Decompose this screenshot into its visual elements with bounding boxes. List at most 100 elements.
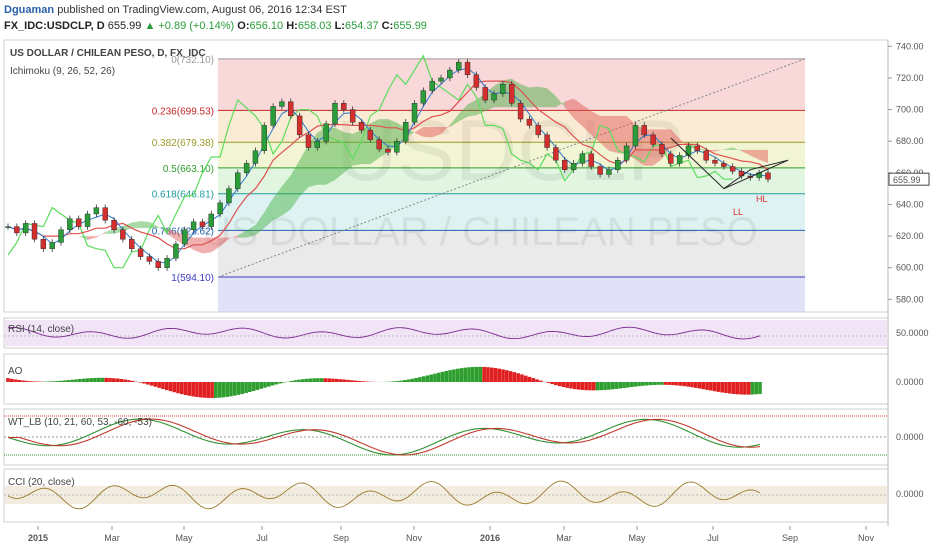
candle-body <box>482 87 488 101</box>
fib-label-2: 0.382(679.38) <box>152 138 214 149</box>
author-link[interactable]: Dguaman <box>4 4 55 16</box>
ao-bar <box>746 382 751 395</box>
candle-body <box>615 159 621 170</box>
candle-body <box>438 77 444 82</box>
ao-label[interactable]: AO <box>8 366 23 377</box>
ichimoku-label[interactable]: Ichimoku (9, 26, 52, 26) <box>10 66 115 77</box>
price-tick-label-3: 680.00 <box>896 136 924 146</box>
ichimoku-cloud-segment <box>449 113 459 127</box>
ao-bar <box>112 378 116 382</box>
ao-bar <box>459 368 464 382</box>
ao-bar <box>724 382 728 394</box>
candle-body <box>411 103 418 123</box>
candle-body <box>288 101 294 117</box>
ao-bar <box>13 379 18 382</box>
pane-value-label-2: 0.0000 <box>896 432 924 442</box>
ao-bar <box>633 382 638 387</box>
ao-bar <box>55 381 59 382</box>
ao-bar <box>421 376 426 382</box>
candle-body <box>199 221 206 227</box>
ao-bar <box>17 380 22 382</box>
ao-bar <box>334 378 339 382</box>
fib-band-6 <box>218 277 805 312</box>
candle-body <box>217 202 223 215</box>
fib-band-4 <box>218 193 805 231</box>
ichimoku-cloud-segment <box>467 99 477 117</box>
chart-title: US DOLLAR / CHILEAN PESO, D, FX_IDC <box>10 48 206 59</box>
price-tick-label-8: 580.00 <box>896 294 924 304</box>
fib-label-1: 0.236(699.53) <box>152 106 214 117</box>
ao-bar <box>482 366 486 382</box>
candle-body <box>606 169 612 175</box>
time-tick-label-10: Sep <box>782 533 798 543</box>
ao-bar <box>497 368 502 382</box>
ao-bar <box>198 382 203 398</box>
ao-bar <box>701 382 706 390</box>
price-tick-label-6: 620.00 <box>896 231 924 241</box>
ichimoku-cloud-segment <box>538 86 548 108</box>
ichimoku-cloud-segment <box>131 221 141 229</box>
candle-body <box>535 125 541 136</box>
candle-body <box>526 118 533 126</box>
candle-body <box>562 159 568 170</box>
candle-body <box>623 145 630 161</box>
ao-bar <box>270 382 275 386</box>
ichimoku-cloud-segment <box>432 126 442 138</box>
ao-bar <box>127 380 131 382</box>
wt1-line <box>7 418 761 456</box>
ao-bar <box>119 378 124 382</box>
ao-bar <box>667 382 672 385</box>
candle-body <box>252 150 259 164</box>
ao-bar <box>535 379 539 382</box>
ao-bar <box>74 379 78 382</box>
ichimoku-cloud-segment <box>140 221 150 229</box>
ao-bar <box>720 382 725 393</box>
ao-bar <box>187 382 192 396</box>
time-tick-label-6: 2016 <box>480 533 500 543</box>
ao-bar <box>693 382 698 388</box>
ao-bar <box>100 377 105 382</box>
time-tick-label-0: 2015 <box>28 533 48 543</box>
ichimoku-cloud-segment <box>750 149 760 160</box>
ao-bar <box>520 374 524 382</box>
ao-bar <box>176 382 180 394</box>
ao-bar <box>527 376 532 382</box>
cci-label[interactable]: CCI (20, close) <box>8 477 75 488</box>
ao-bar <box>59 380 63 382</box>
ao-bar <box>195 382 199 398</box>
pane-value-label-3: 0.0000 <box>896 489 924 499</box>
ao-bar <box>433 373 437 382</box>
wt-label[interactable]: WT_LB (10, 21, 60, 53, -60, -53) <box>8 417 152 428</box>
candle-body <box>358 122 365 131</box>
ichimoku-cloud-segment <box>723 147 733 150</box>
candle-body <box>67 218 73 230</box>
ao-bar <box>70 379 75 382</box>
ao-bar <box>436 372 441 382</box>
candle-body <box>226 188 232 204</box>
rsi-label[interactable]: RSI (14, close) <box>8 324 74 335</box>
ao-bar <box>130 380 135 382</box>
price-tick-label-1: 720.00 <box>896 73 924 83</box>
candle-body <box>164 258 170 268</box>
ao-bar <box>523 375 528 382</box>
quote-line: FX_IDC:USDCLP, D 655.99 ▲ +0.89 (+0.14%)… <box>4 20 427 32</box>
ao-bar <box>659 382 664 385</box>
ichimoku-cloud-segment <box>732 147 742 152</box>
ao-bar <box>625 382 630 388</box>
candle-body <box>111 220 117 230</box>
candle-body <box>305 134 312 148</box>
ao-bar <box>66 380 71 382</box>
ichimoku-cloud-segment <box>458 104 468 122</box>
ao-bar <box>690 382 694 388</box>
ao-bar <box>471 367 475 382</box>
candle-body <box>314 141 321 148</box>
chart-header: Dguaman published on TradingView.com, Au… <box>0 0 932 36</box>
ao-bar <box>183 382 188 396</box>
ao-bar <box>214 382 218 398</box>
ao-bar <box>316 378 320 382</box>
ao-bar <box>217 382 222 398</box>
ao-bar <box>221 382 226 398</box>
candle-body <box>31 223 38 240</box>
candle-body <box>641 125 647 136</box>
